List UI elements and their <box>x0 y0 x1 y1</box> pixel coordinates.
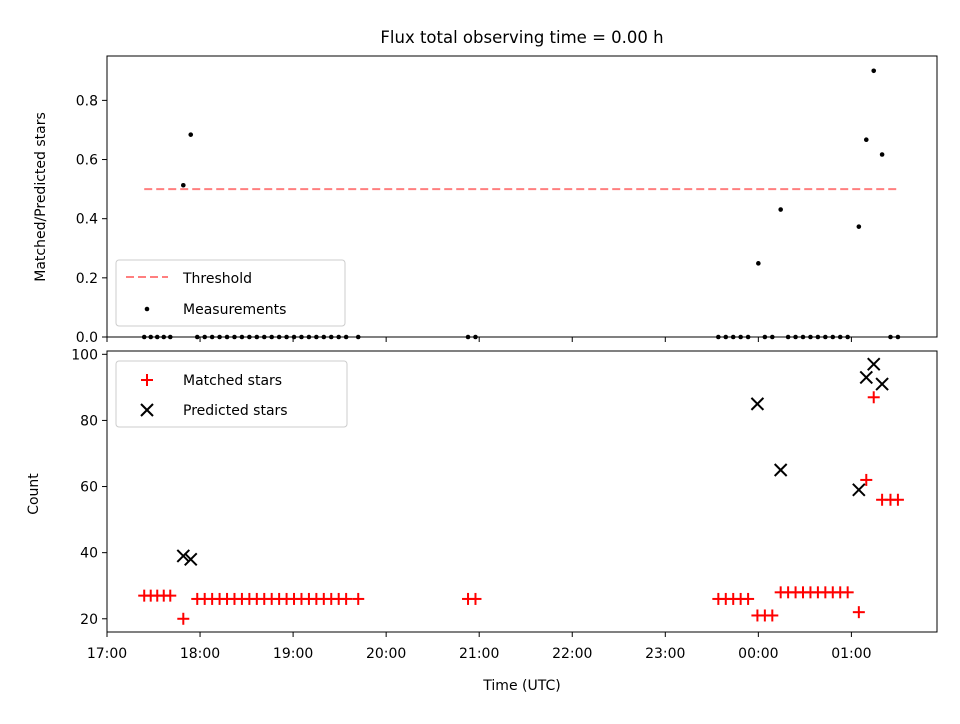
bottom-x-ticks: 17:00 18:00 19:00 20:00 21:00 22:00 23:00 00:00… <box>87 632 872 662</box>
predicted-star-marker-b <box>184 552 198 566</box>
predicted-star-marker-b <box>867 357 881 371</box>
matched-star-marker <box>742 592 755 605</box>
bottom-y-ticks: 20 40 60 80 100 <box>71 347 107 628</box>
measurement-point <box>863 137 869 143</box>
predicted-star-marker-b <box>750 397 765 411</box>
matched-star-marker <box>352 592 365 605</box>
bottom-axes-frame <box>106 350 938 633</box>
x-tick-label: 19:00 <box>273 646 313 662</box>
measurement-point <box>778 207 783 212</box>
legend-measurements-label: Measurements <box>183 302 286 318</box>
top-legend-box <box>115 259 346 327</box>
matched-star-marker <box>766 609 779 622</box>
chart-title: Flux total observing time = 0.00 h <box>380 28 663 47</box>
top-x-ticks <box>106 337 852 342</box>
top-panel: 0.00.20.40.60.8 Matched/Predicted stars … <box>33 55 938 346</box>
matched-star-marker <box>867 391 880 404</box>
x-tick-label: 23:00 <box>645 646 685 662</box>
x-tick-label: 17:00 <box>87 646 127 662</box>
bottom-y-tick-label: 80 <box>80 413 98 429</box>
predicted-star-marker <box>852 483 866 497</box>
predicted-star-marker-b <box>875 377 889 391</box>
bottom-y-tick-label: 40 <box>80 546 98 562</box>
bottom-y-tick-label: 60 <box>80 480 98 496</box>
top-y-tick-label: 0.0 <box>76 330 98 346</box>
predicted-star-marker <box>750 397 765 411</box>
top-y-ticks: 0.0 0.2 0.4 0.6 0.8 <box>76 93 107 346</box>
top-y-tick-label: 0.4 <box>76 212 98 228</box>
measurement-point <box>756 261 761 266</box>
top-y-axis-label: Matched/Predicted stars <box>33 112 49 282</box>
measurement-point <box>856 224 862 229</box>
matched-star-marker <box>340 592 353 605</box>
top-legend: Threshold Measurements <box>115 259 346 327</box>
predicted-star-marker-b <box>859 370 873 385</box>
matched-star-marker <box>891 493 904 506</box>
bottom-y-axis-label: Count <box>26 473 42 515</box>
bottom-y-tick-label: 20 <box>80 612 98 628</box>
bottom-panel: 20 40 60 80 100 17:00 18:00 19:00 20:00 21:00 22:… <box>26 347 938 694</box>
measurement-point <box>879 152 885 157</box>
predicted-star-marker <box>867 357 881 371</box>
x-tick-label: 01:00 <box>831 646 871 662</box>
legend-matched-label: Matched stars <box>183 373 282 389</box>
predicted-star-marker-b <box>773 463 788 477</box>
matched-star-marker <box>177 612 190 625</box>
bottom-plot-area <box>138 357 904 625</box>
bottom-legend-box <box>115 360 348 428</box>
predicted-star-marker <box>875 377 889 391</box>
predicted-star-marker-b <box>852 483 866 497</box>
predicted-star-marker <box>773 463 788 477</box>
matched-star-marker <box>469 592 482 605</box>
legend-measurements-swatch <box>144 306 150 312</box>
legend-threshold-label: Threshold <box>182 271 252 287</box>
legend-matched-swatch <box>141 374 153 386</box>
matched-star-marker <box>841 586 854 599</box>
x-tick-label: 22:00 <box>552 646 592 662</box>
bottom-y-tick-label: 100 <box>71 347 98 363</box>
legend-predicted-swatch <box>140 403 154 417</box>
measurement-point <box>871 68 877 74</box>
bottom-legend: Matched stars Predicted stars <box>115 360 348 428</box>
matched-star-marker <box>852 606 865 619</box>
predicted-star-marker <box>184 552 198 566</box>
matched-star-marker <box>860 473 873 486</box>
predicted-star-marker <box>859 370 873 385</box>
x-tick-label: 20:00 <box>366 646 406 662</box>
predicted-star-marker-b <box>176 549 191 563</box>
measurement-point <box>188 132 194 137</box>
matched-star-marker <box>164 589 177 602</box>
x-axis-label: Time (UTC) <box>482 678 560 694</box>
x-tick-label: 00:00 <box>738 646 778 662</box>
top-y-tick-label: 0.2 <box>76 271 98 287</box>
top-axes-frame <box>106 55 938 338</box>
x-tick-label: 18:00 <box>180 646 220 662</box>
x-tick-label: 21:00 <box>459 646 499 662</box>
predicted-star-marker <box>176 549 191 563</box>
top-y-tick-label: 0.6 <box>76 153 98 169</box>
legend-predicted-label: Predicted stars <box>183 403 288 419</box>
top-y-tick-label: 0.8 <box>76 93 98 109</box>
measurement-point <box>181 182 186 188</box>
